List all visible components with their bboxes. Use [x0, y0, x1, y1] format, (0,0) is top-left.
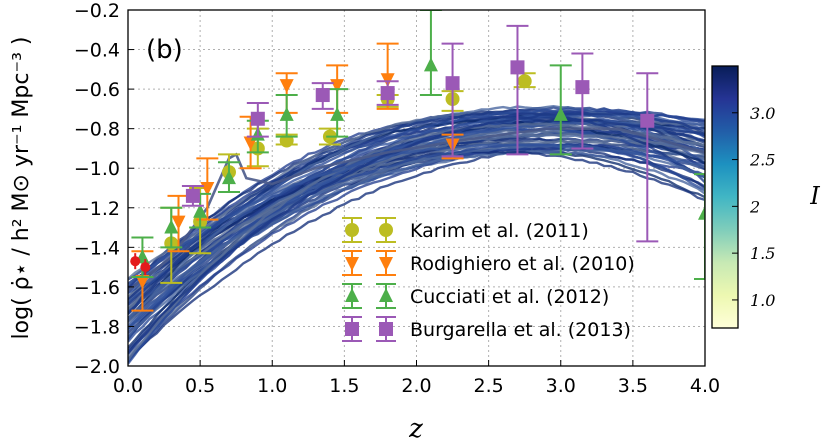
model-curve	[128, 143, 705, 353]
y-tick-label: −0.4	[74, 40, 120, 62]
legend-label: Karim et al. (2011)	[410, 220, 589, 242]
data-point-triangle-down	[279, 79, 294, 94]
panel-label: (b)	[146, 35, 183, 65]
x-tick-label: 3.0	[546, 375, 576, 397]
legend-label: Rodighiero et al. (2010)	[410, 253, 635, 275]
colorbar-tick-label: 2	[749, 197, 760, 216]
y-axis-ticks: −2.0 −1.8 −1.6 −1.4 −1.2 −1.0 −0.8 −0.6 −0.4 −0.2	[74, 0, 134, 378]
data-point-triangle-up	[423, 57, 438, 72]
y-tick-label: −1.6	[74, 277, 120, 299]
data-point-red	[140, 262, 151, 273]
data-point-square	[315, 88, 330, 103]
data-point-square	[380, 86, 395, 101]
data-point-triangle-up	[379, 288, 393, 302]
colorbar-tick-label: 1.0	[750, 291, 775, 310]
data-point-square	[445, 76, 460, 91]
data-point-square	[510, 60, 525, 75]
model-curve	[128, 123, 705, 290]
legend-label: Cucciati et al. (2012)	[410, 286, 609, 308]
x-axis-label: z	[408, 414, 423, 443]
y-tick-label: −1.4	[74, 237, 120, 259]
data-point-circle	[517, 74, 532, 89]
y-tick-label: −1.0	[74, 158, 120, 180]
data-point-triangle-up	[193, 203, 208, 218]
data-point-triangle-up	[164, 219, 179, 234]
data-point-triangle-down	[345, 257, 359, 271]
colorbar-tick-label: 1.5	[750, 244, 775, 263]
colorbar-tick-label: 2.5	[749, 151, 775, 170]
y-tick-label: −2.0	[74, 356, 120, 378]
x-tick-label: 0.0	[113, 375, 143, 397]
x-tick-label: 2.0	[401, 375, 431, 397]
colorbar-tick-label: 3.0	[750, 104, 775, 123]
data-point-square	[575, 80, 590, 95]
data-point-triangle-up	[345, 288, 359, 302]
colorbar-label: I	[809, 182, 820, 210]
colorbar: 1.0 1.5 2 2.5 3.0 I	[711, 65, 820, 329]
data-point-triangle-up	[330, 106, 345, 121]
data-point-triangle-down	[171, 215, 186, 230]
data-point-square	[379, 322, 393, 336]
data-point-square	[185, 188, 200, 203]
colorbar-ticks: 1.0 1.5 2 2.5 3.0	[732, 104, 775, 310]
model-curves	[128, 104, 705, 365]
data-point-triangle-up	[698, 205, 705, 220]
data-point-triangle-up	[553, 106, 568, 121]
data-point-square	[640, 113, 655, 128]
data-point-circle	[379, 223, 393, 237]
data-point-circle	[345, 223, 359, 237]
colorbar-fill	[711, 65, 739, 329]
data-point-triangle-down	[135, 274, 150, 289]
x-tick-label: 1.5	[329, 375, 359, 397]
y-tick-label: −0.2	[74, 0, 120, 22]
model-curve	[128, 107, 705, 295]
y-tick-label: −0.6	[74, 79, 120, 101]
y-axis-label: log( ρ̇⋆ / h² M⊙ yr⁻¹ Mpc⁻³ )	[9, 37, 34, 340]
x-tick-label: 4.0	[690, 375, 720, 397]
data-points	[130, 10, 705, 312]
plot-frame	[127, 9, 706, 367]
x-tick-label: 1.0	[257, 375, 287, 397]
data-point-triangle-up	[279, 106, 294, 121]
model-curve	[128, 112, 705, 351]
data-point-red	[130, 256, 141, 267]
x-axis-ticks: 0.0 0.5 1.0 1.5 2.0 2.5 3.0 3.5 4.0	[113, 360, 720, 397]
y-tick-label: −0.8	[74, 119, 120, 141]
y-tick-label: −1.8	[74, 316, 120, 338]
legend: Karim et al. (2011) Rodighiero et al. (20…	[342, 217, 635, 342]
data-point-triangle-down	[379, 257, 393, 271]
data-point-square	[345, 322, 359, 336]
data-point-triangle-up	[221, 170, 236, 185]
data-point-square	[250, 111, 265, 126]
x-tick-label: 3.5	[618, 375, 648, 397]
x-tick-label: 2.5	[474, 375, 504, 397]
y-tick-label: −1.2	[74, 198, 120, 220]
legend-label: Burgarella et al. (2013)	[410, 319, 631, 341]
grid-lines	[127, 9, 706, 367]
x-tick-label: 0.5	[185, 375, 215, 397]
